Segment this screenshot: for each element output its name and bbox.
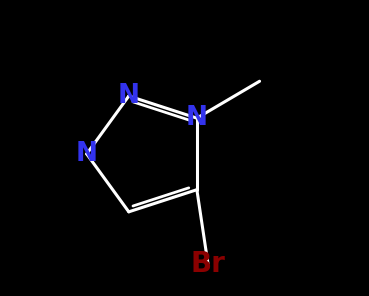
- Text: N: N: [76, 141, 98, 167]
- Text: Br: Br: [190, 250, 225, 278]
- Text: N: N: [118, 83, 140, 109]
- Text: N: N: [186, 105, 208, 131]
